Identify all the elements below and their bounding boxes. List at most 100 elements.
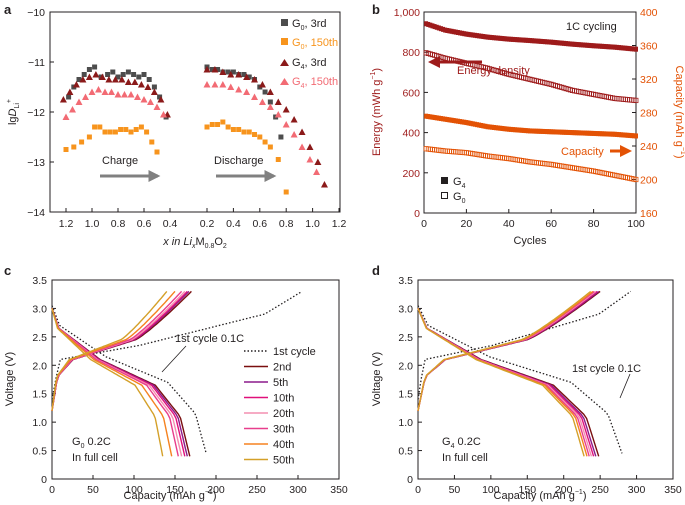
panel-b-point [610,131,615,137]
panel-b-point [485,124,490,130]
panel-a-point [121,91,128,98]
panel-a-point [241,72,247,77]
panel-a-point [144,83,152,90]
panel-c-x-tick-label: 350 [330,484,348,496]
panel-a-point [112,129,118,135]
panel-b-point [600,131,605,137]
panel-label-a: a [4,2,12,17]
panel-b-point [445,27,450,33]
panel-b-left-axis-label: Energy (mWh g−1) [370,68,383,156]
panel-a-point [85,73,93,80]
panel-b-point [436,115,441,121]
voltage-discharge-curve [417,305,623,454]
panel-a-point [92,64,98,70]
panel-a-point [131,72,137,77]
panel-a-point [86,67,92,72]
panel-a-point [151,84,157,90]
panel-c-note-line1: G0 0.2C [72,436,111,450]
panel-b-point [538,38,543,44]
panel-b-point [477,122,482,128]
panel-a-point [252,132,258,137]
panel-c-legend-label: 50th [273,455,294,467]
panel-a-point [66,94,72,100]
panel-d-x-tick-label: 0 [415,484,421,496]
panel-b-right-tick-label: 200 [640,175,658,187]
panel-a-y-tick-label: −14 [27,207,45,219]
panel-b-legend: G4 G0 [441,176,466,205]
panel-c-y-tick-label: 0 [41,474,47,486]
panel-a-y-ticks: −10 −11 −12 −13 −14 [27,7,54,219]
panel-a-point [108,88,115,95]
panel-d-y-ticks: 0 0.5 1.0 1.5 2.0 2.5 3.0 3.5 [398,275,422,486]
panel-b-point [491,124,496,130]
panel-a-point [72,81,80,88]
panel-b-x-tick-label: 0 [421,218,427,230]
panel-b-point [458,119,463,125]
panel-b-point [621,45,626,51]
voltage-discharge-curve [417,308,590,457]
legend-label-g4: G4 [453,176,466,190]
panel-b-point [464,31,469,37]
panel-a-point [146,77,152,82]
panel-b-energy-label: Energy density [457,65,530,77]
panel-a-point [203,66,211,73]
legend-label-g0-150th: G0, 150th [292,37,338,51]
panel-a-point [266,103,274,110]
panel-a-point [137,81,145,88]
panel-b-point [633,176,639,183]
panel-b-point [458,30,463,36]
panel-b-point [475,122,479,128]
panel-b-point [597,43,602,49]
panel-b-point [424,113,429,119]
panel-b-capacity-label: Capacity [561,146,604,158]
panel-a-point [246,129,252,135]
panel-d-y-tick-label: 2.5 [398,332,413,344]
panel-b-point [608,44,613,50]
panel-b-point [519,37,524,43]
panel-b-point [612,44,617,50]
panel-b-right-tick-label: 360 [640,41,658,53]
panel-a-point [92,124,98,130]
panel-c-y-tick-label: 0.5 [32,446,47,458]
panel-d-y-tick-label: 2.0 [398,360,413,372]
voltage-discharge-curve [51,308,173,457]
panel-a-point [203,81,211,88]
panel-b-point [619,45,624,51]
panel-b-point [602,131,607,137]
panel-a-point [282,121,290,128]
panel-b-point [589,43,594,49]
panel-b-x-tick-label: 80 [588,218,600,230]
panel-b-point [504,36,509,42]
panel-b-point [634,46,638,52]
panel-b-point [589,130,594,136]
panel-b-point [528,38,532,44]
panel-a-point [160,111,167,118]
panel-a: a −10 −11 −12 −13 −14 1.2 1.0 0.8 0.6 0.4 0.2 0.4 0… [4,2,346,250]
panel-b-left-ticks: 0 200 400 600 800 1,000 [394,7,428,220]
panel-b-point [481,123,486,129]
panel-c-legend-label: 40th [273,439,294,451]
panel-b-point [555,129,560,135]
panel-a-point [211,66,219,73]
voltage-charge-curve [51,290,168,411]
panel-b-point [532,38,537,44]
panel-b-point [574,130,579,136]
panel-b-point [606,44,611,50]
panel-a-x-tick-label: 0.8 [111,218,126,230]
panel-a-point [267,144,273,150]
panel-b-point [593,43,598,49]
panel-b-right-axis-label: Capacity (mAh g−1) [673,66,685,159]
panel-a-point [105,76,113,83]
panel-b-point [487,124,492,130]
panel-b-point [500,36,505,42]
panel-a-point [149,139,155,145]
panel-b-point [460,30,465,36]
panel-b-point [462,119,467,125]
panel-a-point [124,78,132,85]
panel-b-x-tick-label: 20 [461,218,473,230]
panel-b-point [521,37,526,43]
panel-a-point [246,74,252,80]
panel-b-point [428,22,433,28]
panel-c-legend-label: 10th [273,393,294,405]
panel-b-point [593,131,598,137]
